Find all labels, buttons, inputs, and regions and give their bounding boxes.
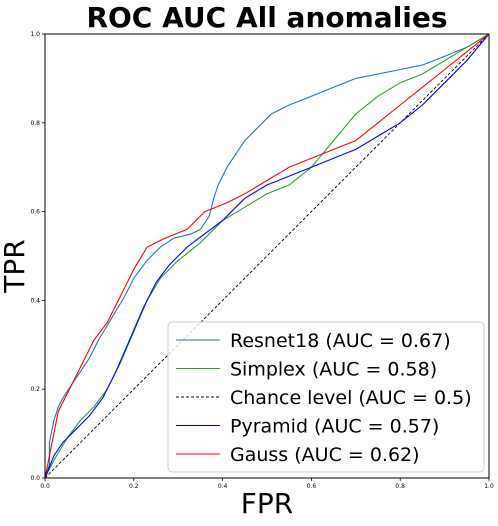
legend-label: Gauss (AUC = 0.62) xyxy=(230,444,420,466)
legend-label: Resnet18 (AUC = 0.67) xyxy=(230,330,451,352)
plot-area xyxy=(44,33,490,479)
y-axis-label: TPR xyxy=(0,239,31,293)
legend-box xyxy=(167,321,485,473)
x-tick-label: 0.8 xyxy=(395,483,405,490)
chart-title: ROC AUC All anomalies xyxy=(86,1,447,34)
x-axis-label: FPR xyxy=(241,487,293,520)
y-tick-label: 1.0 xyxy=(30,31,40,38)
x-tick-label: 0.2 xyxy=(129,483,139,490)
y-tick-label: 0.0 xyxy=(30,475,40,482)
y-tick-label: 0.4 xyxy=(30,297,40,304)
x-tick-label: 1.0 xyxy=(484,483,494,490)
series-line-3 xyxy=(44,33,490,479)
legend-label: Simplex (AUC = 0.58) xyxy=(230,359,437,381)
series-line-4 xyxy=(44,33,490,479)
legend-label: Pyramid (AUC = 0.57) xyxy=(230,416,439,438)
x-tick-label: 0.4 xyxy=(218,483,228,490)
legend-label: Chance level (AUC = 0.5) xyxy=(230,387,472,409)
axis-ticks: 0.0 0.2 0.4 0.6 0.8 1.0 0.0 0.2 0.4 0.6 0.8 1.0 xyxy=(30,31,493,490)
legend: Resnet18 (AUC = 0.67) Simplex (AUC = 0.58… xyxy=(167,321,485,473)
y-tick-label: 0.8 xyxy=(30,120,40,127)
x-tick-label: 0.0 xyxy=(40,483,50,490)
y-tick-label: 0.2 xyxy=(30,386,40,393)
plot-frame xyxy=(44,33,490,479)
x-tick-label: 0.6 xyxy=(307,483,317,490)
y-tick-label: 0.6 xyxy=(30,209,40,216)
